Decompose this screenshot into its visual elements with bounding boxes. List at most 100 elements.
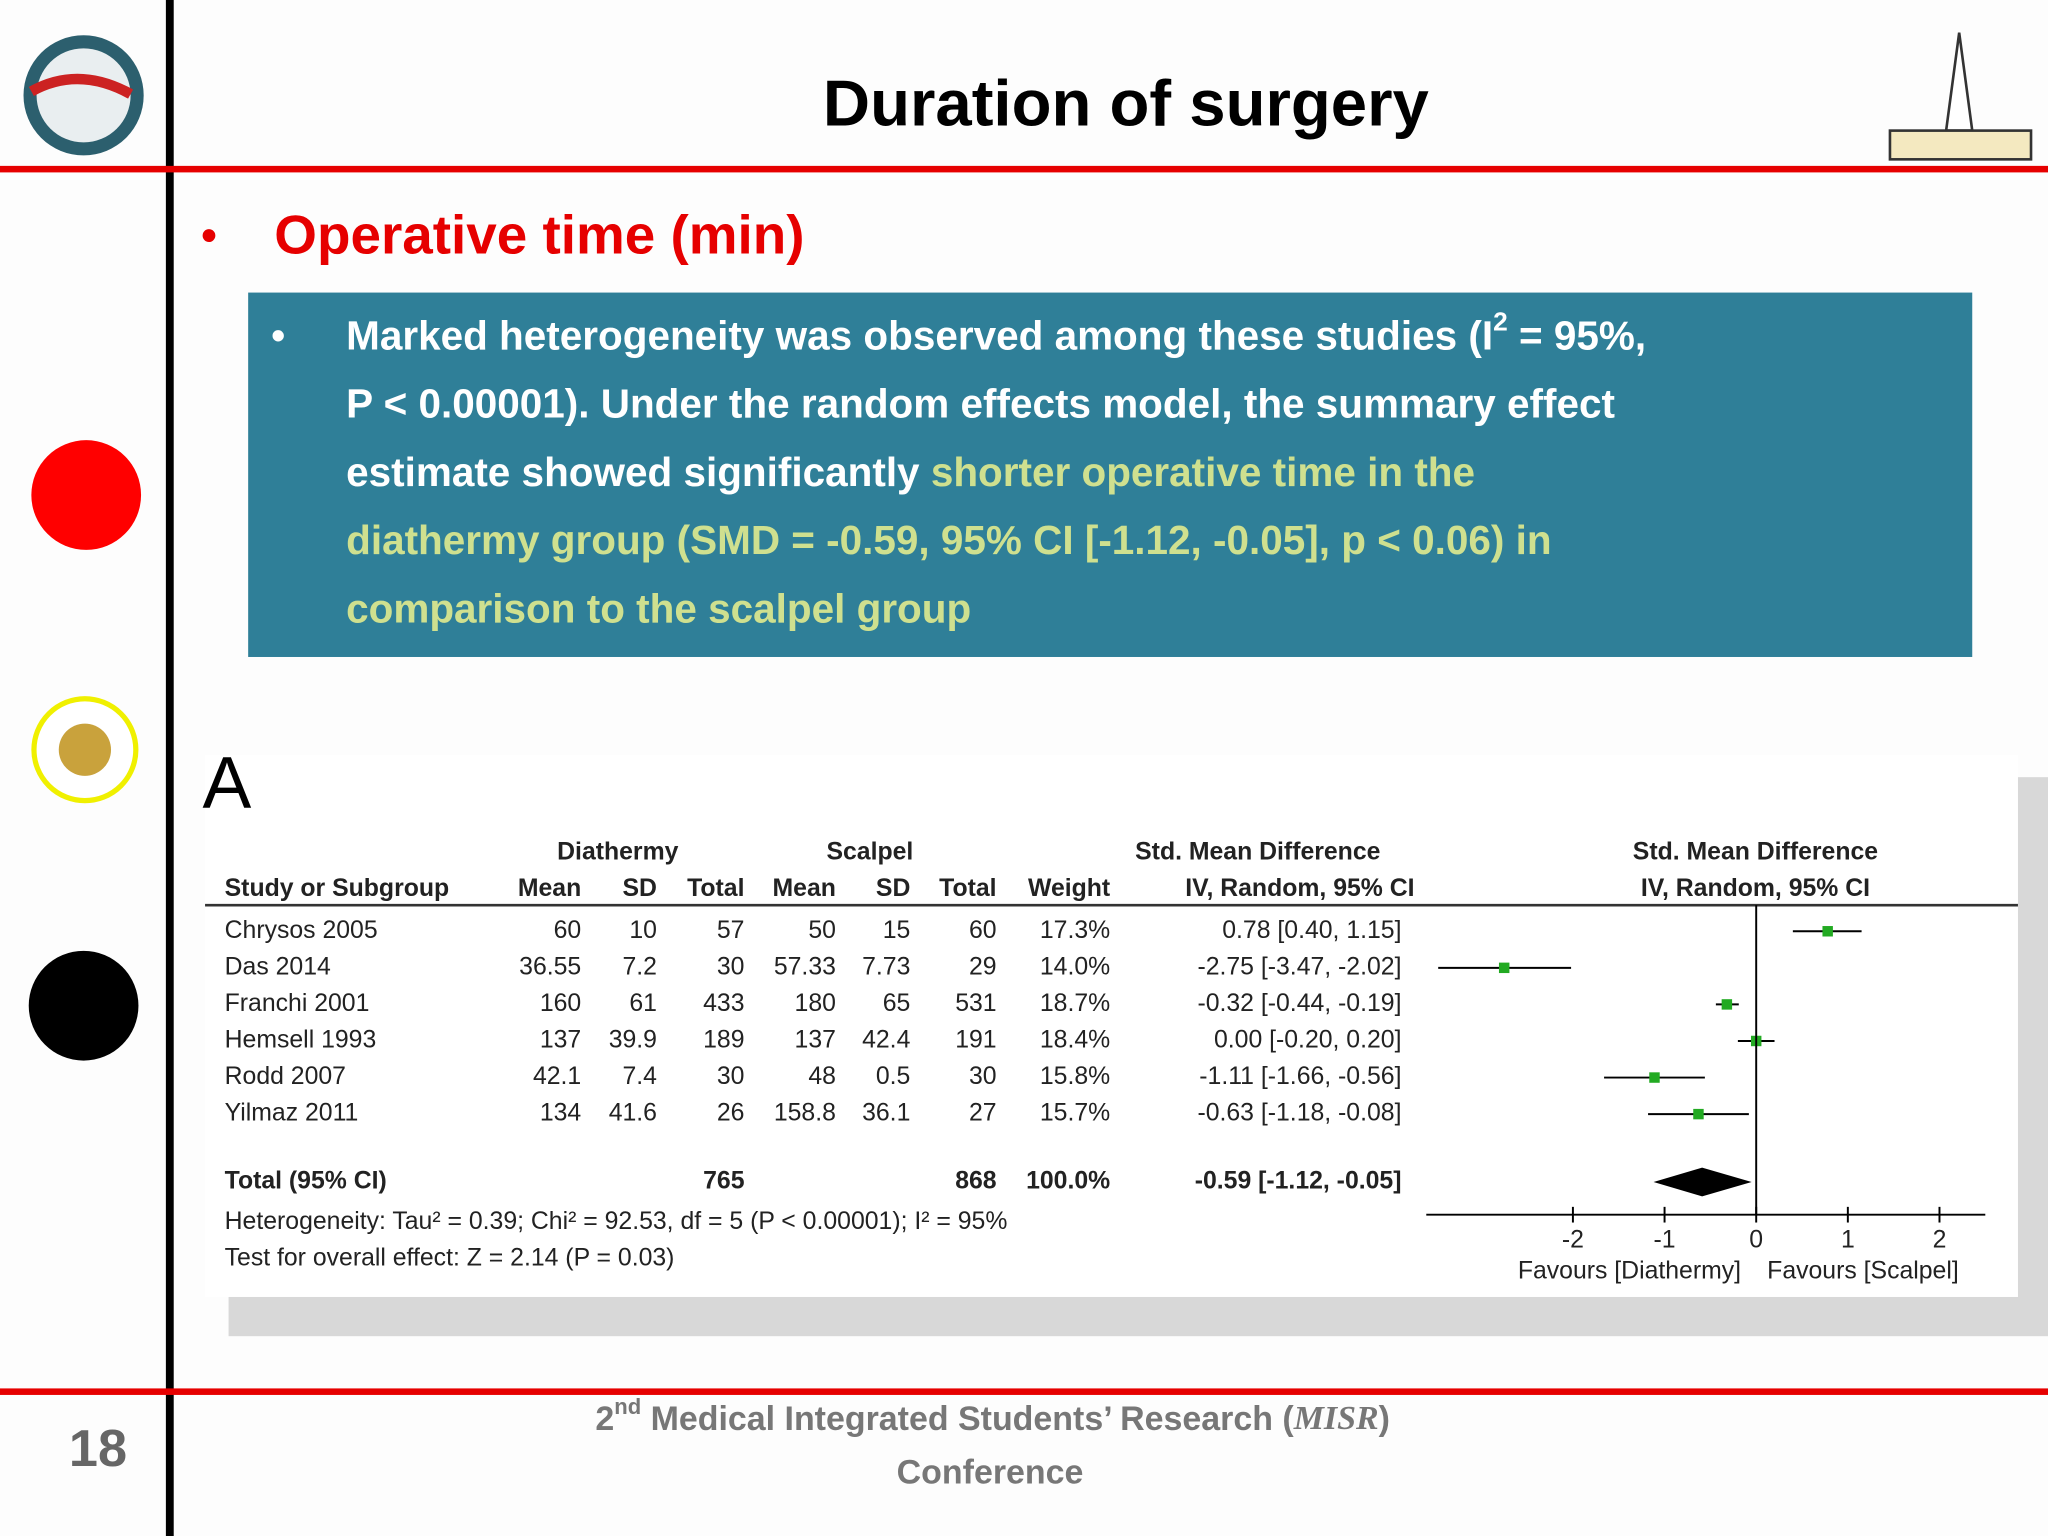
study-cell: 189 — [703, 1027, 744, 1054]
decor-red — [31, 440, 142, 550]
text-segment: ) — [1379, 1400, 1390, 1438]
footnote: Heterogeneity: Tau² = 0.39; Chi² = 92.53… — [225, 1208, 1008, 1235]
study-cell: 7.73 — [862, 953, 910, 980]
study-cell: 15.8% — [1040, 1063, 1110, 1090]
favours-left: Favours [Diathermy] — [1518, 1258, 1741, 1285]
study-cell: Franchi 2001 — [225, 990, 370, 1017]
study-cell: 531 — [955, 990, 996, 1017]
effect-label: -1.11 [-1.66, -0.56] — [1199, 1063, 1401, 1090]
study-cell: 30 — [717, 1063, 745, 1090]
text-segment: estimate showed significantly — [346, 449, 931, 495]
bullet-dot: • — [201, 208, 217, 261]
group-header: Scalpel — [826, 838, 913, 865]
study-cell: 160 — [540, 990, 581, 1017]
total-effect: -0.59 [-1.12, -0.05] — [1195, 1168, 1402, 1195]
column-header: IV, Random, 95% CI — [1641, 875, 1870, 902]
effect-label: -0.32 [-0.44, -0.19] — [1197, 990, 1401, 1017]
text-segment: comparison to the scalpel group — [346, 585, 971, 631]
figure-panel — [205, 754, 2018, 1297]
footer: 2nd Medical Integrated Students’ Researc… — [595, 1394, 1390, 1438]
point-estimate — [1649, 1072, 1660, 1083]
column-header: Mean — [518, 875, 581, 902]
text-segment: 2 — [595, 1400, 614, 1438]
study-cell: 10 — [629, 917, 657, 944]
study-cell: 433 — [703, 990, 744, 1017]
study-cell: 14.0% — [1040, 953, 1110, 980]
study-cell: 65 — [883, 990, 911, 1017]
study-cell: 30 — [969, 1063, 997, 1090]
study-cell: 137 — [540, 1027, 581, 1054]
study-cell: 134 — [540, 1100, 582, 1127]
study-cell: Chrysos 2005 — [225, 917, 378, 944]
effect-label: 0.00 [-0.20, 0.20] — [1214, 1027, 1402, 1054]
study-cell: 60 — [969, 917, 997, 944]
point-estimate — [1498, 962, 1510, 974]
study-cell: Das 2014 — [225, 953, 331, 980]
total-cell: 100.0% — [1026, 1168, 1110, 1195]
study-cell: Hemsell 1993 — [225, 1027, 377, 1054]
study-cell: 57.33 — [774, 953, 836, 980]
study-cell: 191 — [955, 1027, 996, 1054]
text-segment: 2 — [1493, 306, 1508, 336]
text-segment: MISR — [1293, 1400, 1379, 1437]
right-logo — [1888, 32, 2033, 161]
study-cell: 36.55 — [519, 953, 581, 980]
text-segment: Marked heterogeneity was observed among … — [346, 312, 1493, 358]
column-header: Total — [687, 875, 744, 902]
forest-plot: Diathermy Scalpel Std. Mean Difference Std.… — [205, 838, 2018, 1285]
study-cell: 29 — [969, 953, 997, 980]
summary-box — [248, 292, 1973, 657]
effect-label: -0.63 [-1.18, -0.08] — [1197, 1100, 1401, 1127]
column-header: IV, Random, 95% CI — [1185, 875, 1414, 902]
point-estimate — [1822, 926, 1833, 937]
decor-eagle — [58, 723, 112, 776]
column-header: Study or Subgroup — [225, 875, 450, 902]
study-cell: 42.4 — [862, 1027, 910, 1054]
study-cell: Yilmaz 2011 — [225, 1100, 359, 1127]
box-bullet: • — [271, 311, 286, 358]
text-segment: diathermy group (SMD = -0.59, 95% CI [-1… — [346, 517, 1551, 563]
study-cell: 0.5 — [876, 1063, 910, 1090]
column-header: Total — [939, 875, 996, 902]
effect-label: 0.78 [0.40, 1.15] — [1222, 917, 1401, 944]
study-cell: 42.1 — [533, 1063, 581, 1090]
text-line: estimate showed significantly shorter op… — [346, 449, 1475, 495]
group-header: Std. Mean Difference — [1633, 838, 1878, 865]
study-cell: 7.2 — [622, 953, 656, 980]
study-cell: 39.9 — [609, 1027, 657, 1054]
vertical-rule — [165, 0, 174, 1536]
study-cell: 57 — [717, 917, 745, 944]
point-estimate — [1721, 999, 1733, 1010]
group-header: Std. Mean Difference — [1135, 838, 1380, 865]
effect-label: -2.75 [-3.47, -2.02] — [1197, 953, 1401, 980]
column-header: Weight — [1028, 875, 1110, 902]
x-tick-label: 1 — [1841, 1226, 1855, 1253]
point-estimate — [1693, 1108, 1704, 1120]
bullet-heading: Operative time (min) — [274, 204, 804, 266]
study-cell: 18.7% — [1040, 990, 1110, 1017]
study-cell: 18.4% — [1040, 1027, 1110, 1054]
study-cell: 15 — [883, 917, 911, 944]
text-line: 2nd Medical Integrated Students’ Researc… — [595, 1394, 1390, 1438]
study-cell: 27 — [969, 1100, 997, 1127]
study-cell: 36.1 — [862, 1100, 910, 1127]
column-header: SD — [623, 875, 657, 902]
x-tick-label: 0 — [1749, 1226, 1763, 1253]
x-tick-label: 2 — [1933, 1226, 1947, 1253]
study-cell: 26 — [717, 1100, 745, 1127]
footnote: Test for overall effect: Z = 2.14 (P = 0… — [225, 1245, 675, 1272]
slide-title: Duration of surgery — [823, 67, 1429, 140]
study-cell: 7.4 — [622, 1063, 657, 1090]
text-segment: nd — [614, 1394, 641, 1419]
study-cell: 50 — [808, 917, 836, 944]
favours-right: Favours [Scalpel] — [1767, 1258, 1959, 1285]
text-segment: shorter operative time in the — [931, 449, 1475, 495]
panel-label: A — [202, 743, 251, 824]
study-cell: 41.6 — [609, 1100, 657, 1127]
x-tick-label: -2 — [1562, 1226, 1584, 1253]
text-line: diathermy group (SMD = -0.59, 95% CI [-1… — [346, 517, 1551, 563]
top-rule — [0, 165, 2048, 173]
bottom-rule — [0, 1388, 2048, 1395]
